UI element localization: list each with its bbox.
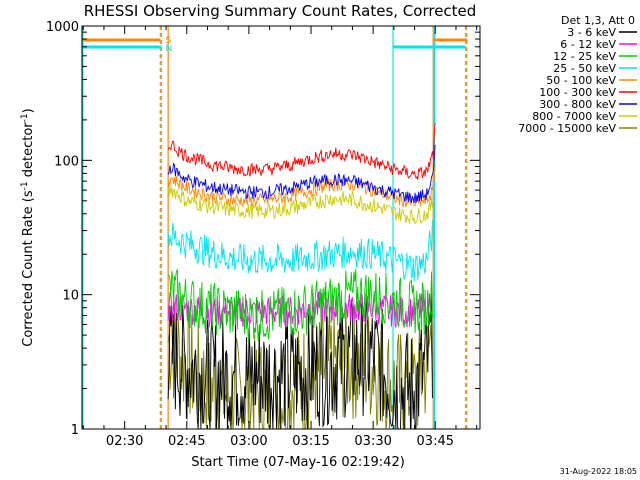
x-tick-label: 03:00 [230, 434, 267, 449]
legend-entry: 7000 - 15000 keV [518, 122, 616, 135]
legend-entry: 25 - 50 keV [553, 62, 616, 75]
chart-title: RHESSI Observing Summary Count Rates, Co… [84, 2, 477, 20]
y-label-mid: detector [21, 122, 36, 182]
legend-entry: 12 - 25 keV [553, 50, 616, 63]
y-tick-label: 1000 [46, 20, 79, 35]
x-tick-label: 02:30 [106, 434, 143, 449]
y-axis: 1 10 100 1000 [46, 20, 480, 438]
x-tick-label: 02:45 [168, 434, 205, 449]
series-line [167, 302, 433, 430]
legend-header: Det 1,3, Att 0 [561, 14, 635, 27]
legend-entry: 50 - 100 keV [546, 74, 616, 87]
series-line [167, 268, 433, 342]
legend-entry: 800 - 7000 keV [532, 110, 616, 123]
legend-entry: 3 - 6 keV [567, 26, 616, 39]
y-label-end: ) [21, 108, 36, 113]
legend-entry: 100 - 300 keV [539, 86, 616, 99]
legend-entry: 6 - 12 keV [560, 38, 616, 51]
x-tick-label: 03:45 [417, 434, 454, 449]
y-tick-label: 100 [54, 154, 79, 169]
y-tick-label: 1 [71, 423, 79, 438]
footer-timestamp: 31-Aug-2022 18:05 [560, 467, 637, 476]
series-line [167, 122, 436, 180]
series-line [167, 220, 433, 282]
x-axis: 02:30 02:45 03:00 03:15 03:30 03:45 [82, 26, 478, 449]
x-tick-label: 03:30 [354, 434, 391, 449]
y-tick-label: 10 [62, 289, 79, 304]
series-layer [167, 122, 436, 430]
s-flag-label: S [166, 36, 172, 46]
y-axis-label: Corrected Count Rate (s-1 detector-1) [20, 108, 36, 346]
n-flag-label: N [166, 44, 173, 54]
y-label-sup: -1 [20, 181, 30, 190]
x-tick-label: 03:15 [292, 434, 329, 449]
plot-frame [81, 25, 481, 430]
y-label-sup2: -1 [20, 113, 30, 122]
y-label-main: Corrected Count Rate (s [21, 190, 36, 347]
legend-entry: 300 - 800 keV [539, 98, 616, 111]
annotation-lines: SN [82, 26, 468, 429]
x-axis-label: Start Time (07-May-16 02:19:42) [191, 455, 405, 470]
series-line [167, 184, 433, 225]
series-line [167, 164, 436, 208]
series-line [167, 144, 436, 204]
